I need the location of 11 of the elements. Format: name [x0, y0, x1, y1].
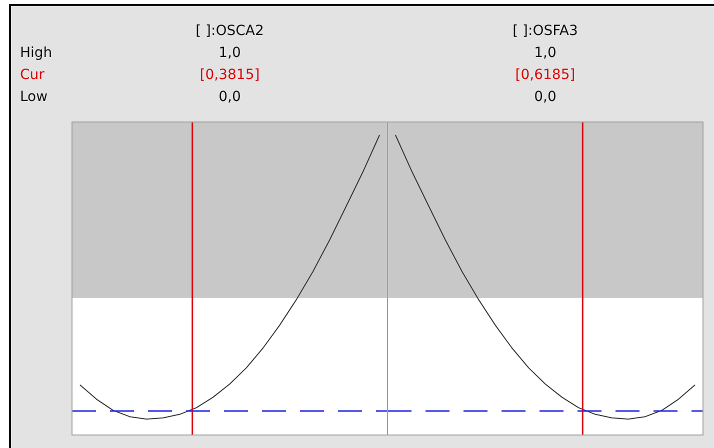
text: 0,0 [218, 89, 241, 105]
chart-title: [ ]:OSCA2 [196, 23, 264, 39]
text: 0,0 [534, 89, 556, 105]
chart-title: [ ]:OSFA3 [512, 23, 578, 39]
text: [0,6185] [515, 67, 576, 83]
text: 1,0 [534, 45, 556, 61]
text: High [20, 45, 52, 61]
text: [0,3815] [200, 67, 260, 83]
text: Low [20, 89, 48, 105]
text: 1,0 [218, 45, 241, 61]
text: Cur [20, 67, 45, 83]
